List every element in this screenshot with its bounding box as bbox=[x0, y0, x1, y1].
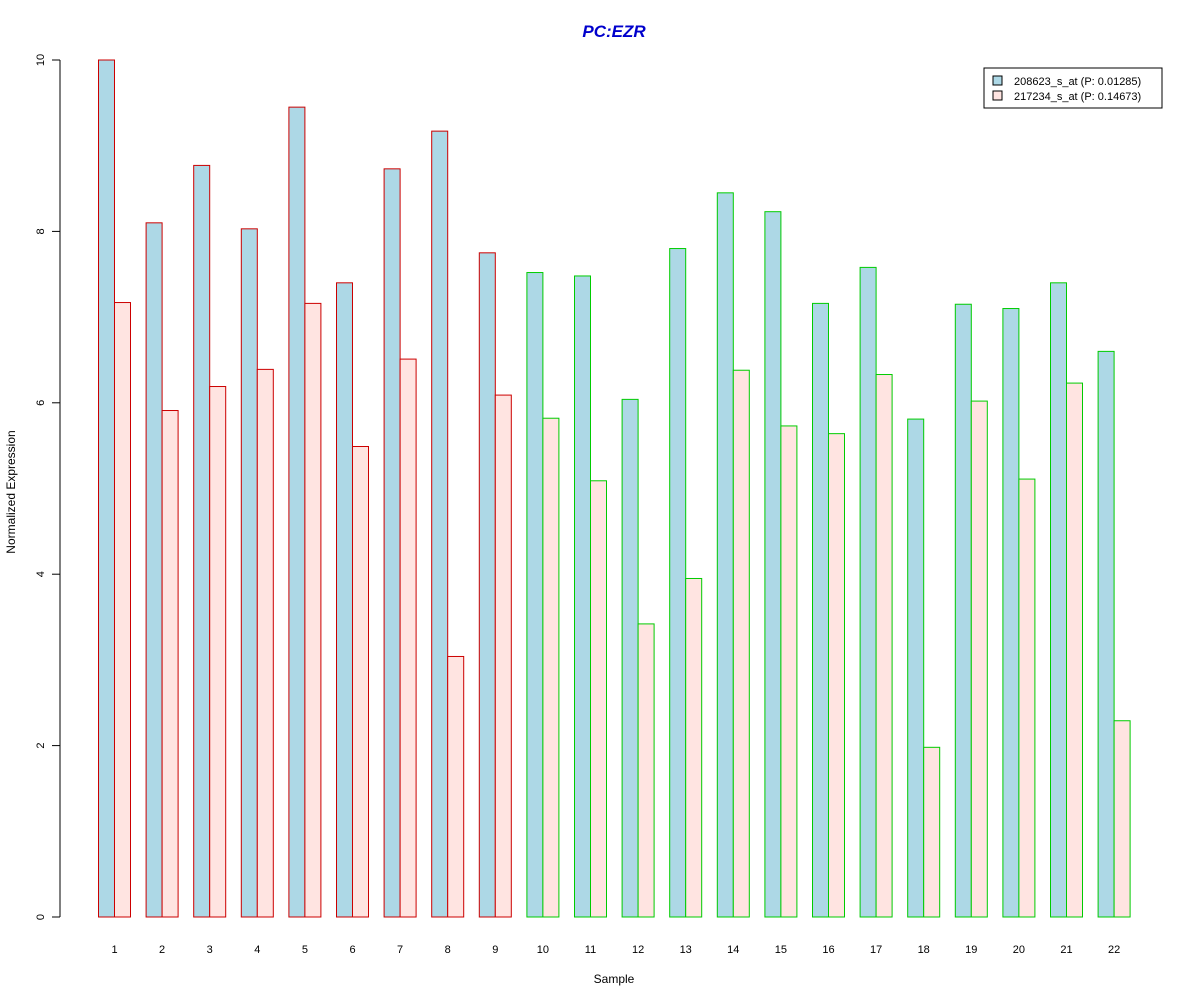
x-tick-label: 7 bbox=[397, 944, 403, 956]
bar-series-2-sample-12 bbox=[637, 623, 655, 918]
x-tick-label: 8 bbox=[445, 944, 451, 956]
y-tick-label: 8 bbox=[35, 228, 47, 234]
y-tick-label: 4 bbox=[35, 571, 47, 577]
x-tick-label: 4 bbox=[254, 944, 260, 956]
bar-series-1-sample-10 bbox=[526, 272, 544, 918]
y-tick-label: 10 bbox=[35, 54, 47, 66]
y-tick-label: 0 bbox=[35, 914, 47, 920]
bars-group bbox=[98, 59, 1131, 918]
x-tick-label: 20 bbox=[1013, 944, 1025, 956]
bar-series-2-sample-9 bbox=[494, 394, 512, 918]
bar-series-2-sample-18 bbox=[923, 746, 941, 918]
bar-series-1-sample-20 bbox=[1002, 308, 1020, 918]
bar-series-1-sample-18 bbox=[907, 418, 925, 918]
bar-series-2-sample-15 bbox=[780, 425, 798, 918]
x-tick-label: 16 bbox=[822, 944, 834, 956]
bar-series-2-sample-7 bbox=[399, 358, 417, 918]
bar-series-2-sample-8 bbox=[447, 655, 465, 918]
x-tick-label: 1 bbox=[111, 944, 117, 956]
bar-series-2-sample-14 bbox=[732, 369, 750, 918]
bar-series-1-sample-21 bbox=[1050, 282, 1067, 918]
x-tick-label: 9 bbox=[492, 944, 498, 956]
y-axis-label: Normalized Expression bbox=[4, 430, 18, 553]
bar-series-1-sample-12 bbox=[621, 398, 639, 918]
x-tick-label: 11 bbox=[585, 944, 596, 956]
x-tick-label: 19 bbox=[965, 944, 977, 956]
bar-series-1-sample-1 bbox=[98, 59, 115, 918]
bar-series-2-sample-19 bbox=[970, 400, 988, 918]
bar-series-1-sample-5 bbox=[288, 106, 306, 918]
bar-series-1-sample-15 bbox=[764, 211, 782, 918]
legend: 208623_s_at (P: 0.01285) 217234_s_at (P:… bbox=[983, 67, 1163, 109]
bar-series-1-sample-8 bbox=[431, 130, 449, 918]
bar-series-1-sample-9 bbox=[478, 252, 496, 918]
legend-label-series-1: 208623_s_at (P: 0.01285) bbox=[1014, 76, 1141, 88]
bar-series-2-sample-4 bbox=[256, 368, 274, 918]
x-tick-label: 18 bbox=[918, 944, 930, 956]
x-tick-label: 17 bbox=[870, 944, 882, 956]
x-tick-label: 6 bbox=[349, 944, 355, 956]
bar-series-2-sample-10 bbox=[542, 417, 560, 918]
x-tick-label: 3 bbox=[207, 944, 213, 956]
x-tick-label: 10 bbox=[537, 944, 549, 956]
bar-series-1-sample-16 bbox=[812, 302, 829, 918]
x-tick-label: 12 bbox=[632, 944, 644, 956]
chart-title: PC:EZR bbox=[582, 22, 646, 41]
bar-series-1-sample-19 bbox=[954, 303, 972, 918]
bar-series-1-sample-3 bbox=[193, 164, 211, 918]
y-axis: 0 2 4 6 8 10 bbox=[35, 54, 61, 920]
bar-series-1-sample-7 bbox=[383, 168, 401, 918]
legend-label-series-2: 217234_s_at (P: 0.14673) bbox=[1014, 91, 1141, 103]
y-tick-label: 2 bbox=[35, 743, 47, 749]
bar-series-2-sample-21 bbox=[1066, 382, 1083, 918]
bar-series-2-sample-1 bbox=[114, 302, 131, 918]
bar-series-1-sample-14 bbox=[716, 192, 734, 918]
bar-series-1-sample-4 bbox=[240, 228, 258, 918]
bar-series-2-sample-5 bbox=[304, 302, 322, 918]
x-tick-label: 14 bbox=[727, 944, 739, 956]
bar-series-1-sample-2 bbox=[145, 222, 163, 918]
bar-series-1-sample-11 bbox=[574, 275, 591, 918]
bar-series-2-sample-6 bbox=[352, 446, 369, 918]
legend-swatch-series-2 bbox=[992, 90, 1003, 101]
x-axis-label: Sample bbox=[594, 972, 635, 986]
x-tick-label: 15 bbox=[775, 944, 787, 956]
bar-series-1-sample-17 bbox=[859, 266, 877, 918]
y-tick-label: 6 bbox=[35, 400, 47, 406]
x-tick-label: 13 bbox=[680, 944, 692, 956]
bar-series-2-sample-22 bbox=[1113, 720, 1131, 918]
bar-series-2-sample-17 bbox=[875, 374, 893, 918]
bar-series-2-sample-2 bbox=[161, 410, 179, 918]
legend-box bbox=[983, 67, 1163, 109]
bar-series-2-sample-13 bbox=[685, 577, 703, 918]
bar-series-2-sample-3 bbox=[209, 386, 227, 918]
x-tick-label: 22 bbox=[1108, 944, 1120, 956]
bar-series-2-sample-11 bbox=[590, 480, 607, 918]
x-tick-labels: 1 2 3 4 5 6 7 8 9 10 11 12 13 14 15 16 17 18 19 20 21 22 bbox=[111, 944, 1120, 956]
bar-series-2-sample-20 bbox=[1018, 478, 1036, 918]
x-tick-label: 21 bbox=[1060, 944, 1072, 956]
legend-swatch-series-1 bbox=[992, 75, 1003, 86]
bar-series-2-sample-16 bbox=[828, 433, 845, 918]
bar-series-1-sample-13 bbox=[669, 248, 687, 918]
x-tick-label: 5 bbox=[302, 944, 308, 956]
x-tick-label: 2 bbox=[159, 944, 165, 956]
bar-series-1-sample-22 bbox=[1097, 350, 1115, 918]
bar-series-1-sample-6 bbox=[336, 282, 353, 918]
